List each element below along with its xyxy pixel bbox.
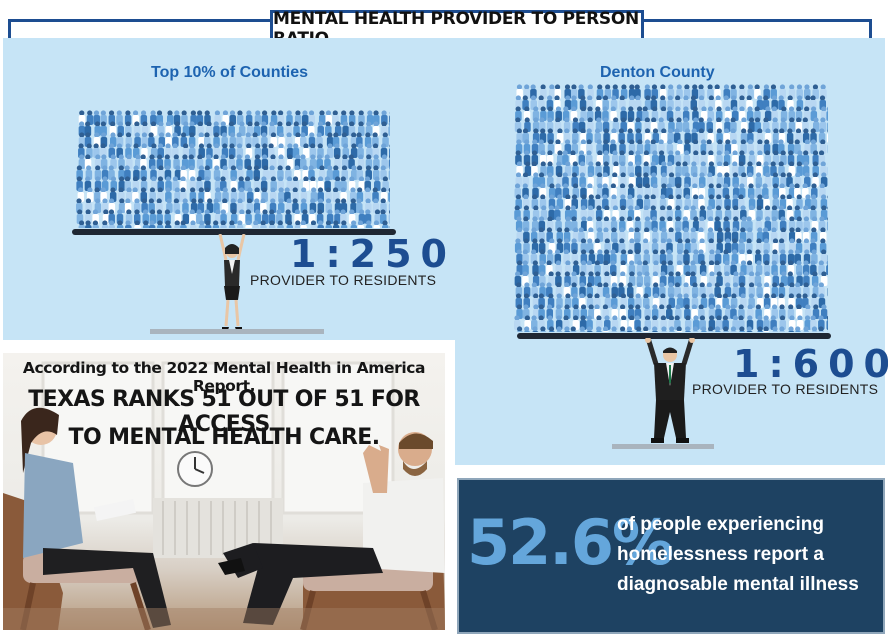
denton-county-heading: Denton County xyxy=(600,64,715,81)
weight-bar-large xyxy=(517,333,831,339)
crowd-illustration-small xyxy=(76,110,390,228)
crowd-illustration-large xyxy=(514,84,828,332)
stat-percentage: 52.6% xyxy=(467,506,674,579)
ratio-caption-left: PROVIDER TO RESIDENTS xyxy=(250,272,437,288)
floor-line-right xyxy=(612,444,714,449)
person-lifting-icon xyxy=(218,234,246,330)
report-headline-line2: TO MENTAL HEALTH CARE. xyxy=(68,425,381,450)
homelessness-stat-box: 52.6% of people experiencing homelessnes… xyxy=(457,478,885,634)
therapy-scene-illustration xyxy=(3,361,445,630)
report-headline-line1: TEXAS RANKS 51 OUT OF 51 FOR ACCESS xyxy=(28,387,420,437)
ratio-denton: 1:600 xyxy=(733,342,888,386)
top-counties-heading: Top 10% of Counties xyxy=(151,64,309,81)
stat-description-line3: diagnosable mental illness xyxy=(617,574,859,595)
report-intro-text: According to the 2022 Mental Health in A… xyxy=(22,359,426,395)
stat-description-line2: homelessness report a xyxy=(617,544,824,565)
stat-description: of people experiencing homelessness repo… xyxy=(617,510,879,600)
person-lifting-heavy-icon xyxy=(645,338,695,443)
floor-line xyxy=(150,329,324,334)
stat-description-line1: of people experiencing xyxy=(617,514,824,535)
ratio-caption-right: PROVIDER TO RESIDENTS xyxy=(692,381,879,397)
weight-bar xyxy=(72,229,396,235)
ratio-top-counties: 1:250 xyxy=(290,232,456,276)
therapy-session-photo: According to the 2022 Mental Health in A… xyxy=(3,353,445,630)
page-title: MENTAL HEALTH PROVIDER TO PERSON RATIO xyxy=(270,9,644,49)
